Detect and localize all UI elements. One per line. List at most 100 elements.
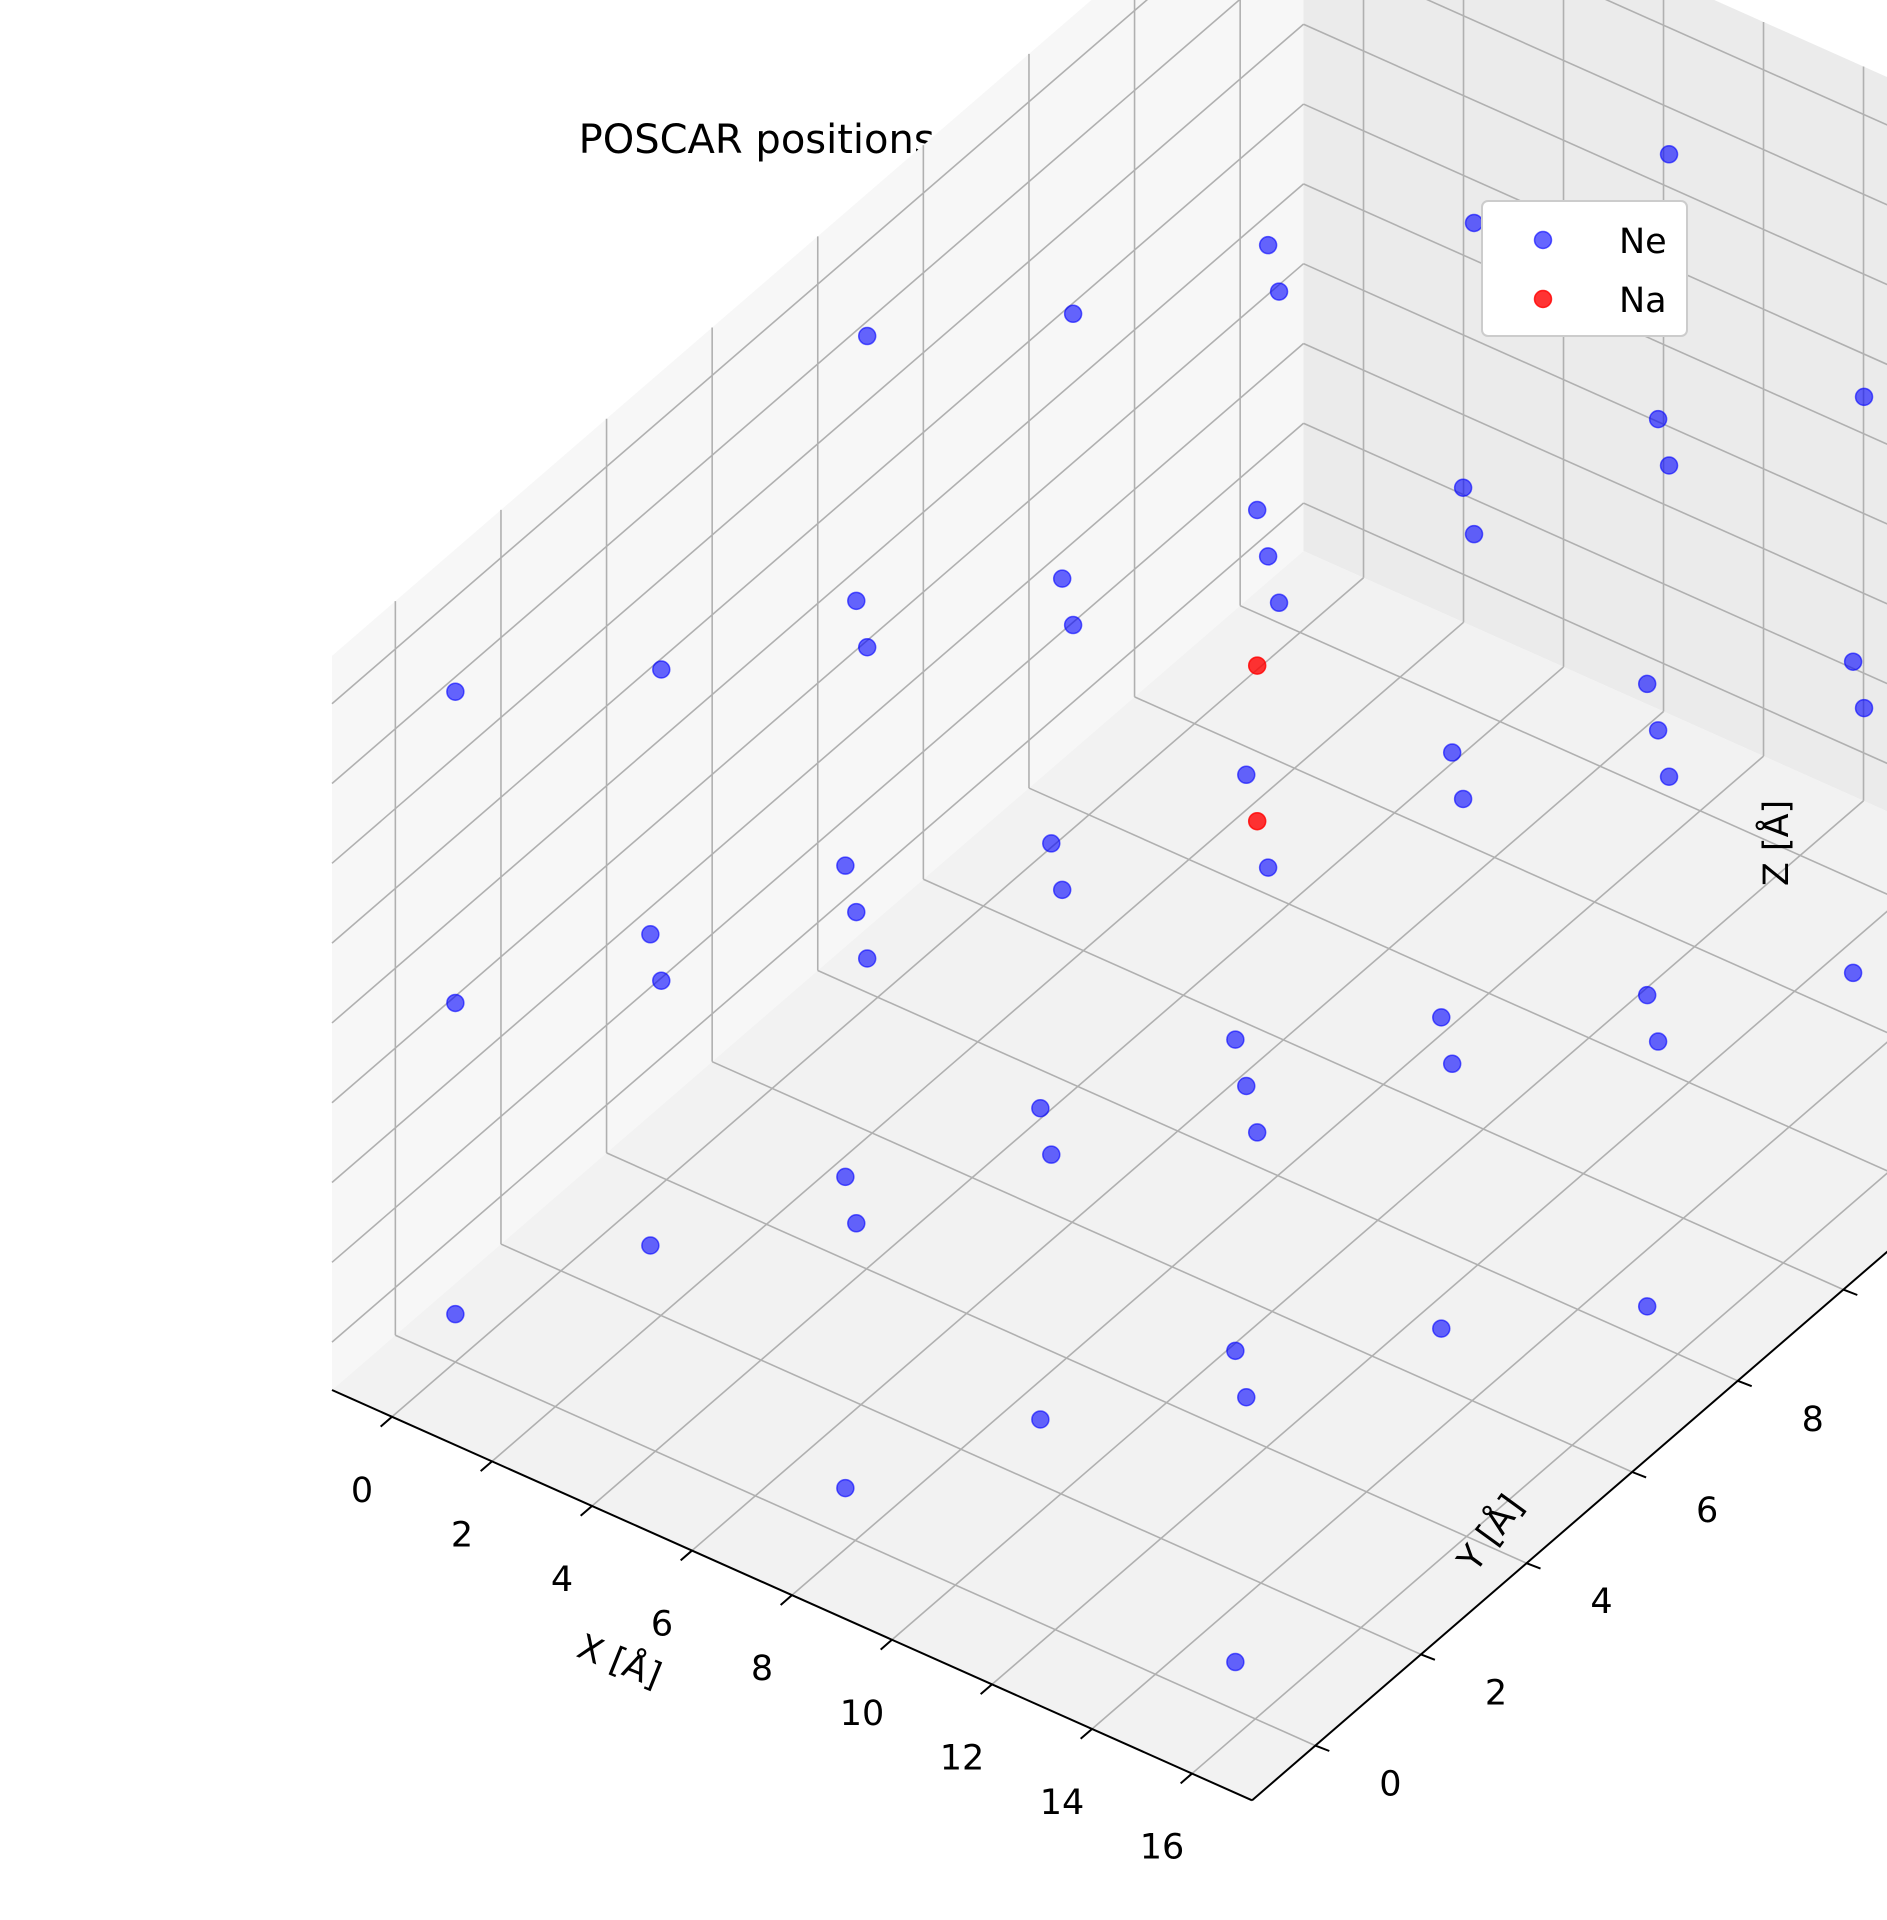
- y-tick-label: 4: [1590, 1582, 1612, 1622]
- grid-line-y-floor: [500, 1243, 1422, 1656]
- x-tick-mark: [680, 1549, 693, 1562]
- ne-point: [1453, 789, 1473, 809]
- z-axis-label: Z [Å]: [1754, 800, 1797, 886]
- x-tick-label: 12: [940, 1738, 985, 1778]
- ne-point: [1042, 1145, 1061, 1164]
- ne-point: [857, 638, 877, 657]
- y-tick-label: 2: [1485, 1673, 1507, 1713]
- ne-point: [1464, 213, 1484, 233]
- legend-label-ne: Ne: [1619, 222, 1667, 262]
- grid-line-y-floor: [395, 1334, 1316, 1747]
- x-tick-label: 16: [1140, 1828, 1185, 1868]
- legend-marker-na: [1533, 289, 1553, 309]
- ne-point: [1063, 615, 1083, 635]
- ne-point: [1237, 765, 1256, 785]
- ne-point: [1042, 834, 1061, 853]
- y-tick-label: 8: [1802, 1400, 1824, 1440]
- ne-point: [1854, 387, 1874, 407]
- ne-point: [847, 591, 866, 611]
- x-tick-label: 6: [651, 1605, 673, 1645]
- grid-line-z-back: [1604, 0, 1887, 126]
- grid-line-z-left: [331, 103, 1305, 944]
- ne-point: [1258, 547, 1278, 566]
- ne-point: [1464, 524, 1484, 544]
- data-points: [446, 145, 1874, 1672]
- grid-line-z-back: [1303, 342, 1887, 605]
- x-tick-label: 0: [351, 1471, 373, 1511]
- grid-line-z-back: [1303, 183, 1887, 445]
- grid-line-z-back: [1303, 502, 1887, 765]
- ne-point: [446, 1304, 465, 1324]
- grid-line-y-floor: [1239, 604, 1887, 896]
- ne-point: [1843, 652, 1863, 671]
- ne-point: [1432, 1008, 1451, 1027]
- na-point: [1247, 811, 1267, 831]
- ne-point: [446, 993, 465, 1013]
- ne-point: [1637, 985, 1657, 1005]
- grid-line-z-left: [331, 422, 1305, 1263]
- na-point: [1247, 656, 1267, 675]
- ne-point: [1659, 456, 1679, 475]
- ne-point: [847, 1214, 866, 1233]
- pane-floor-xy: [332, 550, 1887, 1801]
- legend-box: [1481, 200, 1688, 337]
- x-tick-mark: [1180, 1772, 1193, 1785]
- y-tick-mark: [1631, 1471, 1647, 1479]
- x-tick-label: 14: [1040, 1783, 1085, 1823]
- grid-line-z-left: [331, 0, 1241, 785]
- grid-line-z-left: [331, 183, 1305, 1024]
- y-tick-mark: [1737, 1379, 1753, 1388]
- x-tick-mark: [1080, 1728, 1093, 1740]
- ne-point: [1854, 698, 1874, 718]
- legend-marker-ne: [1533, 230, 1553, 250]
- grid-line-y-floor: [711, 1060, 1633, 1473]
- grid-line-y-floor: [1028, 787, 1887, 1172]
- grid-line-z-back: [1303, 23, 1887, 286]
- ne-point: [1453, 478, 1473, 497]
- y-tick-mark: [1314, 1744, 1330, 1752]
- ne-point: [1063, 304, 1083, 324]
- x-tick-mark: [380, 1416, 393, 1428]
- ne-point: [1237, 1387, 1256, 1407]
- ne-point: [1637, 674, 1657, 694]
- grid-line-z-back: [1426, 0, 1887, 206]
- ne-point: [1432, 1319, 1451, 1338]
- x-tick-label: 4: [551, 1560, 573, 1600]
- ne-point: [1226, 1341, 1245, 1361]
- x-tick-label: 8: [751, 1649, 773, 1689]
- grid-line-y-floor: [606, 1152, 1527, 1564]
- ne-point: [1442, 743, 1462, 762]
- grid-line-y-floor: [817, 969, 1739, 1382]
- pane-back-xz: [1303, 0, 1887, 812]
- x-tick-mark: [580, 1505, 593, 1517]
- ne-point: [1269, 282, 1289, 301]
- ne-point: [641, 1236, 660, 1255]
- ne-point: [1247, 1123, 1267, 1142]
- ne-point: [1637, 1297, 1657, 1316]
- grid-line-z-left: [331, 263, 1305, 1104]
- grid-line-z-left: [331, 0, 1149, 705]
- x-tick-mark: [780, 1594, 793, 1606]
- ne-point: [1648, 721, 1668, 740]
- ne-point: [836, 1167, 855, 1187]
- ne-point: [652, 971, 671, 990]
- ne-point: [857, 326, 877, 346]
- y-tick-label: 6: [1696, 1491, 1718, 1531]
- ne-point: [1052, 880, 1072, 900]
- grid-line-y-floor: [923, 878, 1844, 1291]
- grid-line-z-left: [331, 342, 1305, 1184]
- ne-point: [641, 925, 660, 944]
- grid-line-y-floor: [1134, 696, 1887, 1034]
- ne-point: [1031, 1098, 1050, 1118]
- grid-lines: [331, 0, 1887, 1775]
- ne-point: [1659, 145, 1679, 164]
- ne-point: [1258, 858, 1278, 877]
- ne-point: [652, 660, 671, 679]
- ne-point: [1648, 1032, 1668, 1051]
- ne-point: [1659, 767, 1679, 786]
- ne-point: [836, 1478, 855, 1498]
- grid-line-z-back: [1303, 262, 1887, 525]
- x-tick-label: 10: [840, 1694, 885, 1734]
- x-tick-mark: [880, 1639, 893, 1651]
- ne-point: [847, 902, 866, 922]
